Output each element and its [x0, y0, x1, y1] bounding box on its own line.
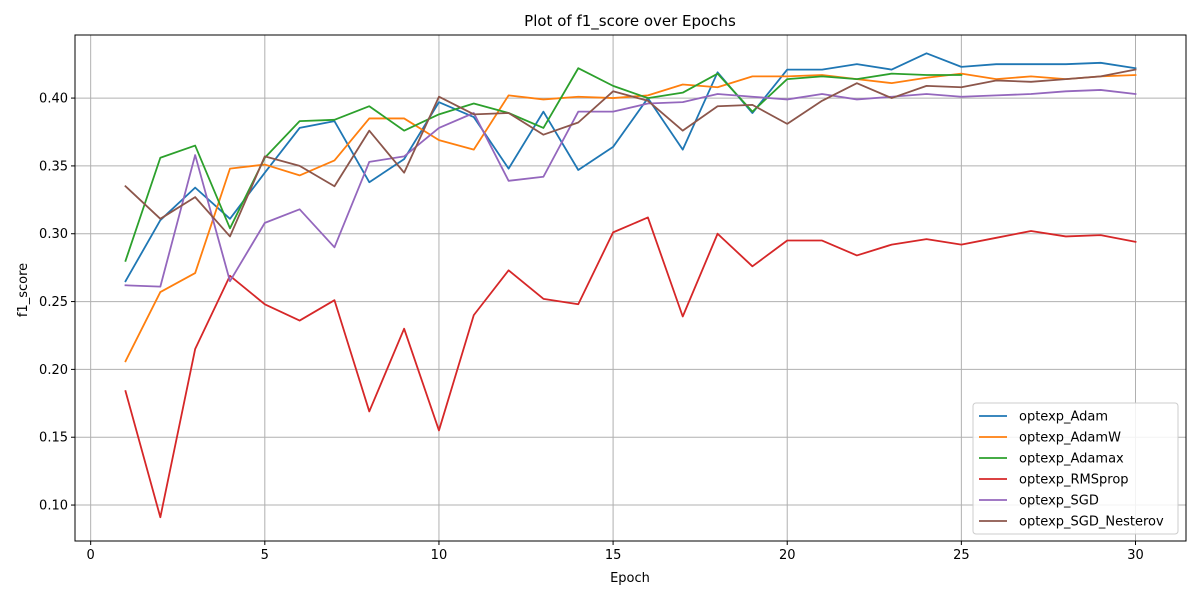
- chart-title: Plot of f1_score over Epochs: [524, 12, 736, 31]
- x-tick-label: 15: [605, 548, 622, 563]
- axis-ticks: 0 5 10 15 20 25 30 0.10 0.15 0.20 0.25 0.30 0.35 0.40: [39, 92, 1144, 563]
- x-tick-label: 10: [431, 548, 448, 563]
- y-tick-label: 0.20: [39, 363, 68, 378]
- y-tick-label: 0.10: [39, 499, 68, 514]
- x-tick-label: 30: [1127, 548, 1144, 563]
- y-tick-label: 0.40: [39, 92, 68, 107]
- legend-label: optexp_AdamW: [1019, 431, 1121, 446]
- series-line-optexp-adam: [124, 52, 1137, 283]
- grid: [75, 35, 1186, 541]
- legend-label: optexp_SGD: [1019, 494, 1099, 509]
- legend-label: optexp_Adamax: [1019, 452, 1124, 467]
- legend-label: optexp_SGD_Nesterov: [1019, 515, 1164, 530]
- series-line-optexp-sgd: [124, 89, 1137, 288]
- legend-label: optexp_Adam: [1019, 410, 1108, 425]
- y-tick-label: 0.25: [39, 295, 68, 310]
- series-line-optexp-rmsprop: [124, 216, 1137, 519]
- y-axis-title: f1_score: [16, 263, 31, 317]
- legend: optexp_Adam optexp_AdamW optexp_Adamaxopte…: [972, 402, 1179, 535]
- x-tick-label: 5: [261, 548, 269, 563]
- x-tick-label: 25: [953, 548, 970, 563]
- x-axis-title: Epoch: [610, 571, 650, 586]
- plot-frame: [74, 34, 1187, 542]
- legend-box: [972, 402, 1179, 535]
- legend-label: optexp_RMSprop: [1019, 473, 1129, 488]
- series-lines: [124, 52, 1137, 519]
- series-line-optexp-sgd-nesterov: [124, 68, 1137, 238]
- y-tick-label: 0.30: [39, 227, 68, 242]
- x-tick-label: 20: [779, 548, 796, 563]
- y-tick-label: 0.35: [39, 159, 68, 174]
- y-tick-label: 0.15: [39, 431, 68, 446]
- x-tick-label: 0: [87, 548, 95, 563]
